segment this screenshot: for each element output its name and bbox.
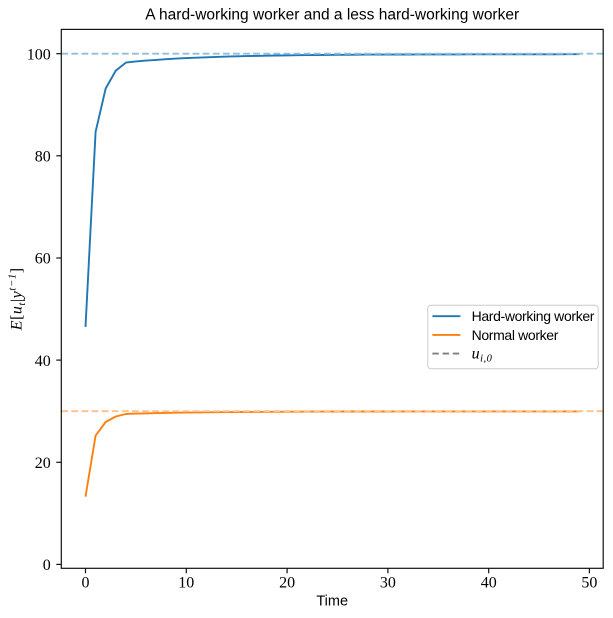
- svg-text:A hard-working worker and a le: A hard-working worker and a less hard-wo…: [145, 7, 519, 24]
- svg-text:30: 30: [380, 575, 396, 592]
- svg-text:10: 10: [178, 575, 194, 592]
- svg-text:Hard-working worker: Hard-working worker: [472, 308, 595, 324]
- svg-text:0: 0: [43, 557, 51, 574]
- svg-text:Time: Time: [316, 594, 348, 610]
- svg-text:20: 20: [279, 575, 295, 592]
- svg-text:60: 60: [35, 251, 51, 268]
- svg-text:50: 50: [581, 575, 597, 592]
- svg-text:20: 20: [35, 455, 51, 472]
- svg-text:80: 80: [35, 149, 51, 166]
- svg-text:E[ut|yt−1]: E[ut|yt−1]: [7, 267, 29, 331]
- svg-text:Normal worker: Normal worker: [472, 327, 559, 343]
- svg-text:100: 100: [27, 46, 51, 63]
- svg-text:40: 40: [35, 353, 51, 370]
- svg-text:ui,0: ui,0: [472, 345, 493, 364]
- svg-text:40: 40: [481, 575, 497, 592]
- svg-text:0: 0: [82, 575, 90, 592]
